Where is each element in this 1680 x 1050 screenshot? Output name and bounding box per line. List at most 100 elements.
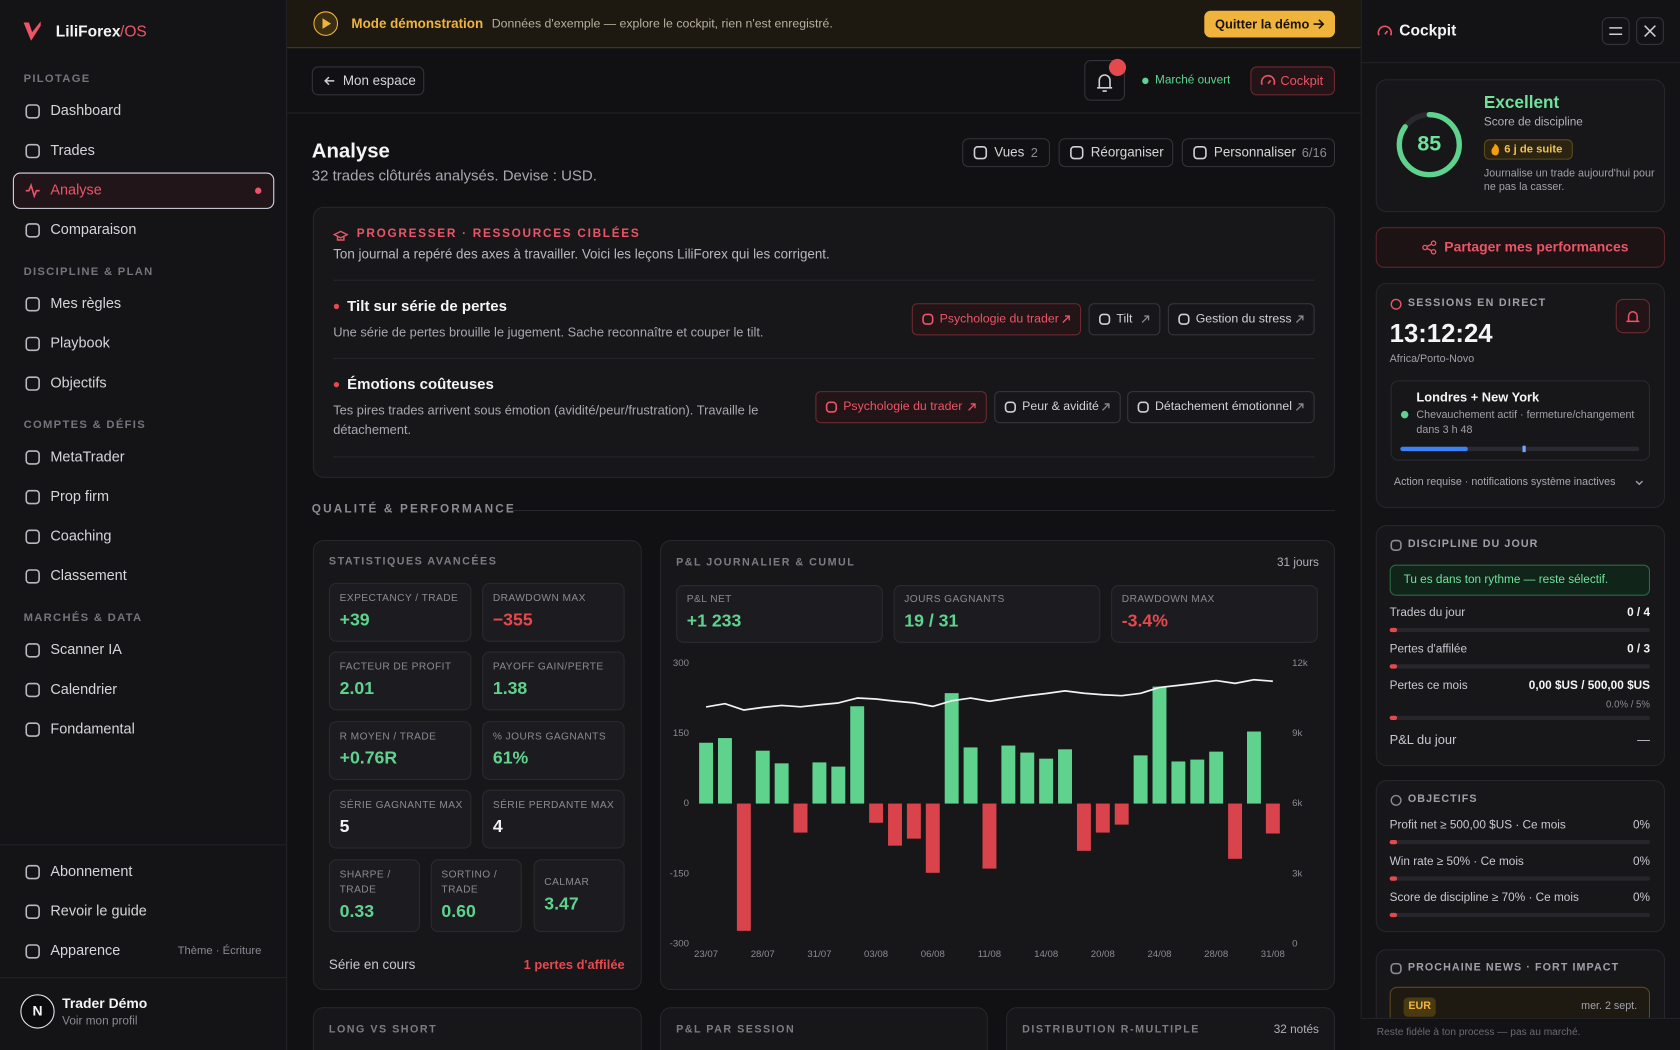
nav-item[interactable]: Abonnement [50,863,133,880]
progress-track [1389,664,1651,669]
quit-button[interactable] [1204,10,1336,38]
stat-label: SHARPE / TRADE [339,868,391,896]
demo-banner [287,0,1361,49]
stat-label: SÉRIE GAGNANTE MAX [339,799,463,812]
alert-button[interactable] [1615,298,1651,334]
nav-item[interactable]: Apparence [50,942,121,959]
resource-tag[interactable] [1088,303,1161,336]
toolbar-label[interactable]: Personnaliser [1213,144,1296,160]
discipline-value: 0,00 $US / 500,00 $US [1528,679,1651,693]
kpi-box [893,585,1101,643]
session-tz: Africa/Porto-Novo [1389,353,1475,366]
brand-name: LiliForex [55,23,121,41]
page-title: Analyse [311,140,390,163]
session-track [1400,446,1640,452]
toolbar-label[interactable]: Vues [994,144,1025,160]
stat-value: 1.38 [492,678,528,699]
panel-settings[interactable] [1601,17,1630,46]
nav-item[interactable]: Revoir le guide [50,902,147,919]
kpi-box [676,585,883,643]
resource-tag[interactable] [815,391,987,424]
stat-box [482,651,625,711]
score-label: Score de discipline [1483,115,1583,129]
resource-tag[interactable] [994,391,1121,424]
nav-item-active[interactable] [12,172,275,209]
divider [1360,62,1680,64]
resource-label[interactable]: Psychologie du trader [939,312,1059,326]
issue-title: Émotions coûteuses [347,375,494,393]
share-label[interactable]: Partager mes performances [1444,238,1629,255]
panel-title: Cockpit [1399,22,1457,40]
resource-tag[interactable] [911,303,1082,336]
kpi-box [1111,585,1318,643]
news-date: mer. 2 sept. [1581,1000,1638,1013]
stat-box [482,721,625,781]
stat-value: 5 [339,817,350,837]
score-rating: Excellent [1483,94,1560,113]
nav-item[interactable]: Coaching [50,527,112,544]
notif-count: 3 [1114,61,1121,73]
chart-period: 31 jours [1276,556,1319,570]
session-alert[interactable]: Action requise · notifications système i… [1393,476,1616,489]
cockpit-label[interactable]: Cockpit [1280,72,1324,88]
quit-label[interactable]: Quitter la démo [1215,16,1310,32]
stat-box [430,859,522,933]
pnl-day-value: — [1637,732,1651,748]
nav-item[interactable]: Objectifs [50,374,107,391]
discipline-value: 0 / 4 [1627,606,1651,620]
nav-item[interactable]: Dashboard [50,102,122,119]
cockpit-button[interactable] [1250,66,1336,96]
resource-label[interactable]: Peur & avidité [1022,400,1099,414]
session-status: Chevauchement actif · fermeture/changeme… [1416,409,1635,437]
chart-title: P&L JOURNALIER & CUMUL [676,556,856,569]
nav-item[interactable]: Classement [50,567,127,584]
nav-item[interactable]: Calendrier [50,680,118,698]
user-name: Trader Démo [62,995,148,1012]
resource-label[interactable]: Tilt [1116,312,1133,326]
discipline-label: Trades du jour [1389,606,1466,620]
resource-label[interactable]: Gestion du stress [1195,312,1292,326]
nav-item[interactable]: Trades [50,142,95,159]
issue-text: Une série de pertes brouille le jugement… [333,324,764,340]
divider [333,279,1315,281]
objective-label: Profit net ≥ 500,00 $US · Ce mois [1389,818,1566,832]
nav-item[interactable]: Prop firm [50,488,110,505]
resource-tag[interactable] [1167,303,1315,336]
bell-button[interactable] [1084,60,1126,101]
toolbar-label[interactable]: Réorganiser [1090,144,1164,160]
streak-label: Série en cours [328,956,416,972]
resource-label[interactable]: Détachement émotionnel [1155,400,1292,414]
resource-label[interactable]: Psychologie du trader [843,400,963,414]
stat-label: % JOURS GAGNANTS [492,730,607,743]
progress-fill [1389,664,1398,669]
divider [333,357,1315,359]
progress-track [1389,627,1651,633]
toolbar-button[interactable] [1058,138,1174,168]
streak-text: 6 j de suite [1504,142,1563,156]
progress-track [1389,876,1651,881]
stat-label: R MOYEN / TRADE [339,730,437,743]
toolbar-button[interactable] [1181,138,1336,168]
objectives-card [1375,780,1666,933]
progress-track [1389,912,1651,918]
card-title: PROCHAINE NEWS · FORT IMPACT [1407,961,1620,974]
nav-item[interactable]: Analyse [50,181,102,198]
toolbar-button[interactable] [962,138,1051,168]
resource-tag[interactable] [1127,391,1315,424]
discipline-label: Pertes ce mois [1389,679,1468,693]
nav-item[interactable]: MetaTrader [50,448,125,465]
section-rule [508,510,1336,512]
back-button[interactable] [311,66,425,96]
back-label[interactable]: Mon espace [342,72,416,88]
stat-value: 61% [492,748,529,768]
currency-pill [1403,997,1436,1017]
user-link[interactable]: Voir mon profil [62,1014,138,1028]
nav-item[interactable]: Scanner IA [50,641,122,658]
stat-value: 2.01 [339,678,375,699]
panel-close[interactable] [1636,17,1664,46]
divider [333,456,1315,458]
nav-item[interactable]: Comparaison [50,221,137,238]
nav-item[interactable]: Fondamental [50,720,135,737]
nav-item[interactable]: Mes règles [50,295,122,312]
nav-item[interactable]: Playbook [50,334,110,351]
